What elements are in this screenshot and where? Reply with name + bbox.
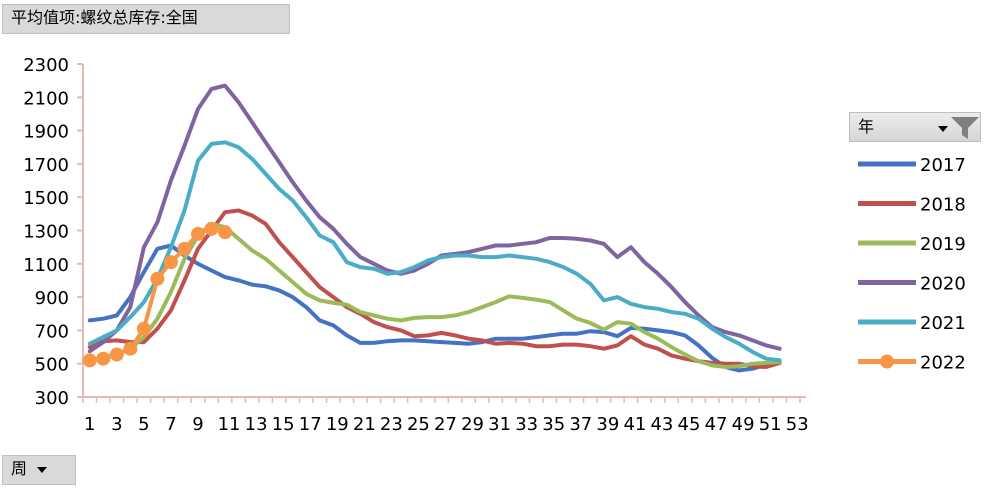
week-axis-field-button[interactable]: 周: [2, 455, 76, 485]
x-tick-label: 5: [138, 414, 149, 435]
data-point-2022: [109, 347, 124, 362]
x-tick-label: 15: [272, 414, 295, 435]
series-line-2017: [87, 243, 782, 373]
series-line-2019: [87, 221, 782, 369]
x-tick-label: 33: [515, 414, 538, 435]
y-tick-label: 300: [35, 388, 69, 409]
x-tick-label: 7: [165, 414, 176, 435]
legend-label-2020: 2020: [920, 274, 966, 295]
x-tick-label: 9: [192, 414, 203, 435]
y-tick-label: 2300: [23, 55, 69, 76]
x-tick-label: 39: [596, 414, 619, 435]
y-tick-label: 1500: [23, 188, 69, 209]
data-point-2022: [190, 226, 205, 241]
legend-label-2018: 2018: [920, 195, 966, 216]
y-tick-label: 2100: [23, 88, 69, 109]
legend-label-2019: 2019: [920, 234, 966, 255]
x-tick-label: 25: [407, 414, 430, 435]
series-line-2021: [87, 140, 782, 363]
chart-title: 平均值项:螺纹总库存:全国: [11, 8, 198, 27]
x-tick-label: 35: [542, 414, 565, 435]
x-tick-label: 13: [245, 414, 268, 435]
y-tick-label: 1300: [23, 222, 69, 243]
series-line-2018: [87, 208, 782, 369]
legend-label-2021: 2021: [920, 313, 966, 334]
x-tick-label: 31: [488, 414, 511, 435]
legend-year-label: 年: [858, 117, 875, 136]
data-point-2022: [150, 271, 165, 286]
legend-label-2017: 2017: [920, 155, 966, 176]
legend-marker-2022: [880, 354, 894, 369]
series-lines: [82, 83, 782, 373]
legend-year-filter-button[interactable]: 年: [849, 112, 981, 142]
x-tick-label: 41: [623, 414, 646, 435]
x-tick-label: 19: [326, 414, 349, 435]
data-point-2022: [204, 221, 219, 236]
x-tick-label: 17: [299, 414, 322, 435]
chevron-down-icon: [938, 126, 948, 132]
data-point-2022: [82, 353, 97, 368]
x-tick-label: 11: [218, 414, 241, 435]
data-point-2022: [123, 341, 138, 356]
x-tick-label: 29: [461, 414, 484, 435]
data-point-2022: [136, 321, 151, 336]
y-tick-label: 1700: [23, 155, 69, 176]
y-tick-label: 1900: [23, 122, 69, 143]
x-tick-label: 51: [759, 414, 782, 435]
data-point-2022: [218, 225, 233, 240]
week-axis-field-label: 周: [11, 459, 28, 478]
chart-title-field-button[interactable]: 平均值项:螺纹总库存:全国: [2, 4, 290, 34]
x-tick-label: 27: [434, 414, 457, 435]
data-point-2022: [177, 241, 192, 256]
y-tick-label: 500: [35, 355, 69, 376]
chevron-down-icon: [37, 466, 48, 473]
x-tick-label: 47: [705, 414, 728, 435]
legend: 2017 2018 2019 2020 2021 2022: [858, 155, 966, 374]
x-tick-label: 1: [84, 414, 95, 435]
x-tick-label: 49: [732, 414, 755, 435]
x-tick-label: 3: [111, 414, 122, 435]
y-tick-labels: 300 500 700 900 1100 1300 1500 1700 1900 2100 2300: [23, 55, 83, 409]
x-tick-label: 45: [678, 414, 701, 435]
x-tick-label: 21: [353, 414, 376, 435]
y-tick-label: 900: [35, 288, 69, 309]
x-tick-label: 43: [650, 414, 673, 435]
x-tick-labels: 1 3 5 7 9 11 13 15 17 19 21 23 25 27 29 31 33 35 37 39 41 43 4…: [82, 397, 809, 435]
data-point-2022: [96, 351, 111, 366]
y-tick-label: 1100: [23, 255, 69, 276]
y-tick-label: 700: [35, 321, 69, 342]
filter-funnel-icon: [951, 117, 979, 139]
x-tick-label: 37: [569, 414, 592, 435]
x-tick-label: 53: [786, 414, 809, 435]
data-point-2022: [163, 255, 178, 270]
x-tick-label: 23: [380, 414, 403, 435]
legend-label-2022: 2022: [920, 353, 966, 374]
